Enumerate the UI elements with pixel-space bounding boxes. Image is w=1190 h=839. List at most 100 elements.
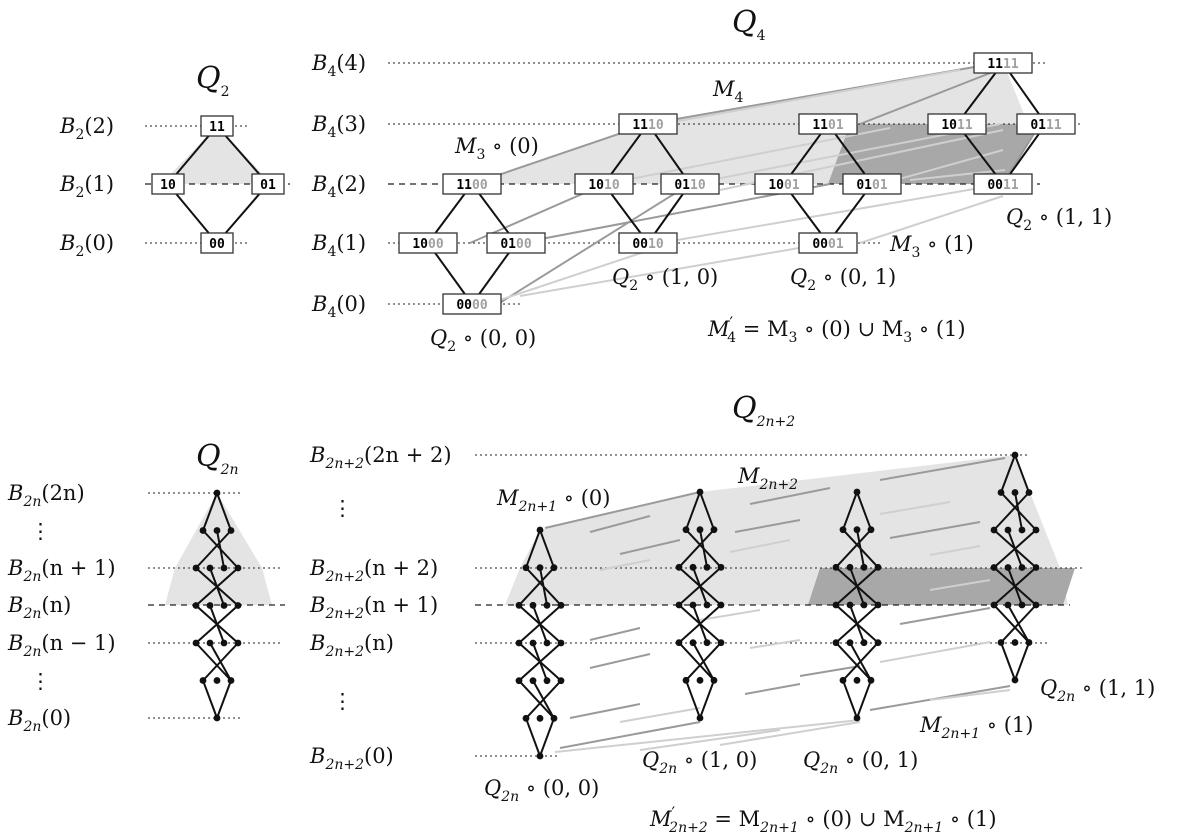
lattice-edge (525, 717, 541, 757)
q4-node: 1011 (927, 113, 987, 135)
lattice-vertex (860, 601, 868, 609)
lattice-vertex (1025, 639, 1033, 646)
level-label: B2n+2(0) (309, 744, 394, 773)
lattice-vertex (536, 752, 544, 760)
q2-01-label: Q2 ∘ (0, 1) (790, 265, 896, 294)
lattice-vertex (227, 677, 235, 684)
level-label: B2n(n − 1) (7, 631, 116, 660)
svg-text:1100: 1100 (456, 178, 487, 193)
q4-node: 1100 (442, 173, 502, 195)
svg-text:0010: 0010 (632, 237, 663, 252)
q2n-00-lattice (515, 526, 565, 760)
lattice-vertex (696, 676, 704, 684)
lattice-edge (195, 642, 232, 682)
lattice-vertex (867, 676, 875, 684)
lattice-vertex (853, 676, 861, 684)
lattice-edge (539, 717, 555, 757)
svg-text:0110: 0110 (674, 178, 705, 193)
lattice-edge (518, 566, 555, 607)
lattice-vertex (846, 601, 854, 609)
lattice-vertex (557, 639, 565, 647)
q2n2-title: Q2n+2 (732, 391, 795, 430)
vdots: ⋮ (30, 669, 51, 693)
lattice-vertex (227, 527, 235, 534)
lattice-edge (209, 642, 232, 681)
lattice-vertex (199, 677, 207, 684)
svg-text:Q2: Q2 (196, 61, 230, 100)
q2n2-annotations: M2n+2 M2n+1 ∘ (0) M2n+1 ∘ (1) Q2n ∘ (0, … (484, 464, 1155, 836)
level-label: B2n+2(n + 1) (309, 593, 438, 622)
q2n-level-lines (148, 492, 285, 719)
q4-node: 1111 (973, 52, 1033, 74)
lattice-vertex (846, 563, 854, 571)
lattice-vertex (515, 639, 523, 647)
q4-title: Q4 (732, 5, 766, 44)
lattice-vertex (536, 564, 544, 572)
lattice-vertex (717, 563, 725, 571)
lattice-vertex (675, 563, 683, 571)
lattice-vertex (1032, 601, 1040, 609)
lattice-edge (525, 529, 541, 569)
q2n-10-label: Q2n ∘ (1, 0) (642, 748, 757, 777)
lattice-edge (532, 604, 548, 644)
svg-text:01: 01 (260, 178, 276, 193)
lattice-vertex (557, 601, 565, 609)
m2n1-1-label: M2n+1 ∘ (1) (919, 713, 1033, 742)
lattice-edge (692, 642, 715, 681)
lattice-vertex (206, 639, 214, 647)
lattice-edge (1000, 642, 1016, 681)
lattice-vertex (1018, 564, 1026, 571)
q4-node: 1010 (574, 173, 634, 195)
lattice-vertex (710, 526, 718, 534)
lattice-vertex (839, 676, 847, 684)
lattice-vertex (192, 564, 200, 572)
lattice-vertex (1004, 526, 1012, 534)
svg-text:Q4: Q4 (732, 5, 766, 44)
svg-text:0111: 0111 (1030, 118, 1061, 133)
lattice-edge (216, 680, 232, 719)
q2n-01-lattice (832, 488, 882, 722)
svg-text:11: 11 (209, 120, 225, 135)
q2n-lattice (192, 489, 242, 722)
q4-node: 1110 (618, 113, 678, 135)
lattice-vertex (199, 527, 207, 534)
lattice-edge (842, 679, 858, 719)
lattice-vertex (536, 526, 544, 534)
svg-text:0100: 0100 (500, 237, 531, 252)
m3-1-label: M3 ∘ (1) (889, 232, 974, 261)
lattice-vertex (543, 601, 551, 609)
lattice-vertex (234, 639, 242, 647)
lattice-edge (856, 679, 872, 719)
lattice-edge (209, 567, 225, 606)
lattice-vertex (206, 564, 214, 572)
svg-text:1111: 1111 (987, 57, 1018, 72)
lattice-vertex (717, 639, 725, 647)
lattice-vertex (220, 564, 228, 572)
lattice-vertex (703, 639, 711, 647)
lattice-edge (1007, 604, 1030, 643)
m2n2-label: M2n+2 (737, 464, 798, 493)
svg-text:1011: 1011 (941, 118, 972, 133)
lattice-vertex (234, 602, 242, 609)
lattice-vertex (990, 564, 998, 571)
q2-level-labels: B2(2) B2(1) B2(0) (59, 114, 114, 260)
q4-node: 1101 (798, 113, 858, 135)
svg-text:0000: 0000 (456, 298, 487, 313)
level-label: B2n(0) (7, 706, 71, 735)
lattice-edge (539, 529, 555, 569)
lattice-edge (1007, 529, 1023, 568)
lattice-vertex (689, 563, 697, 571)
q4-level-labels: B4(4) B4(3) B4(2) B4(1) B4(0) (311, 51, 366, 321)
lattice-vertex (543, 639, 551, 647)
lattice-edge (685, 491, 701, 531)
svg-text:1110: 1110 (632, 118, 663, 133)
lattice-vertex (839, 526, 847, 534)
lattice-vertex (696, 488, 704, 496)
lattice-vertex (536, 714, 544, 722)
q4-node: 0011 (973, 173, 1033, 195)
svg-text:1000: 1000 (412, 237, 443, 252)
q4-matching-lines (469, 61, 1041, 305)
q2n-10-lattice (675, 488, 725, 722)
lattice-edge (699, 529, 708, 568)
lattice-vertex (1018, 526, 1026, 534)
